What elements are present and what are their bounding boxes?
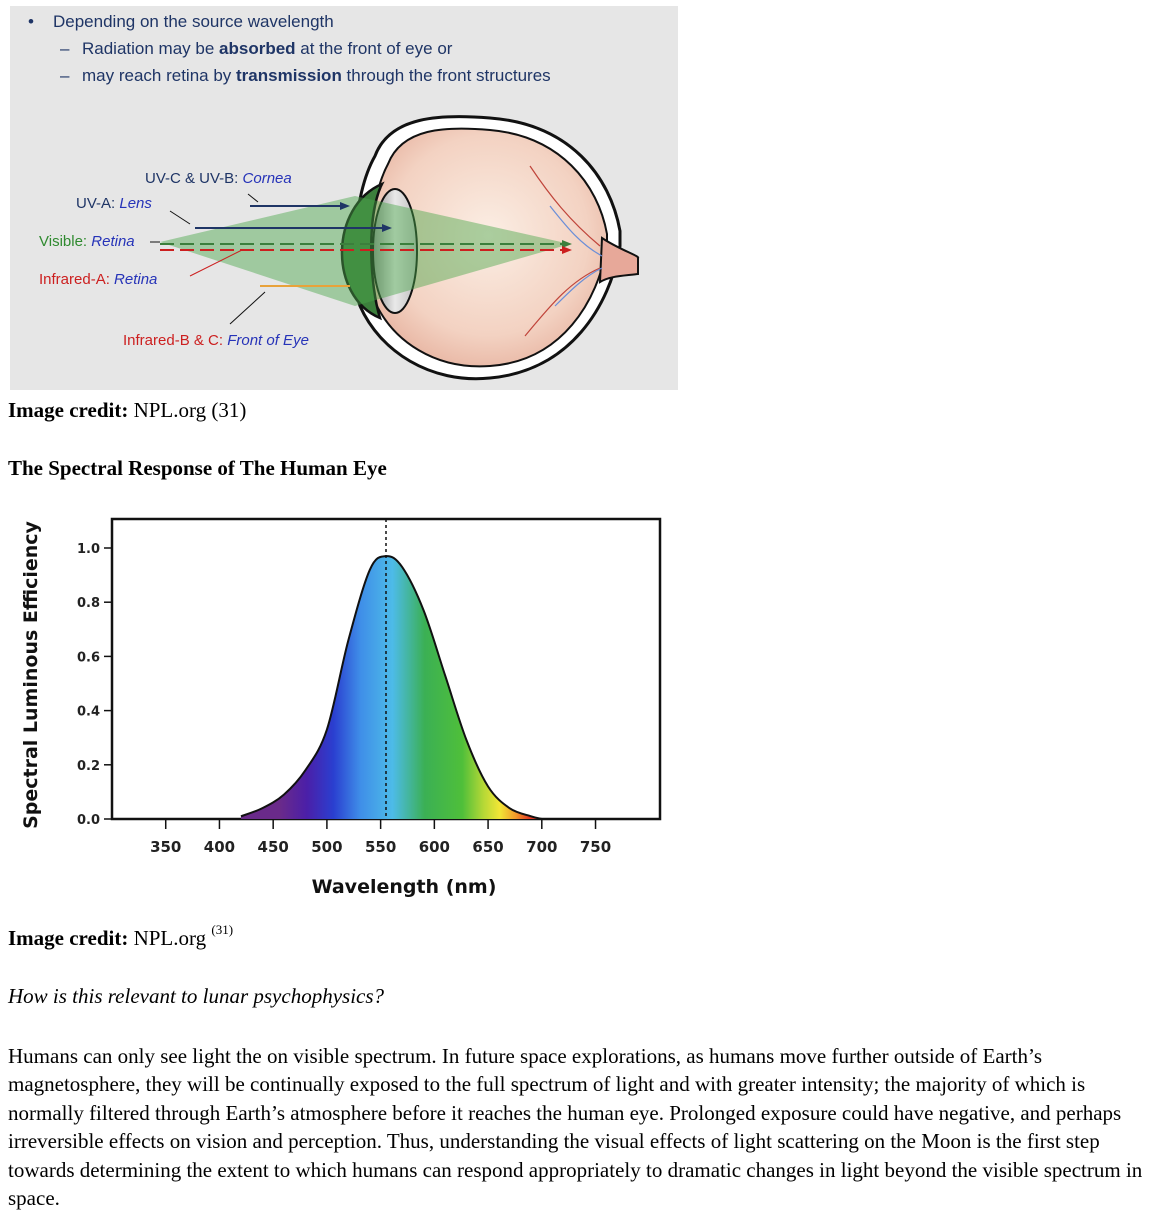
question-text: How is this relevant to lunar psychophys…	[8, 984, 385, 1008]
y-tick-label: 0.0	[77, 813, 100, 828]
bullet-main-text: Depending on the source wavelength	[53, 12, 334, 31]
optic-nerve	[598, 236, 640, 284]
y-tick-label: 0.4	[77, 705, 100, 720]
x-tick-label: 450	[258, 838, 289, 856]
y-tick-label: 0.6	[77, 650, 100, 665]
image-credit-1: Image credit: NPL.org (31)	[8, 398, 247, 422]
luminous-efficiency-area	[240, 556, 542, 819]
image-credit-2: Image credit: NPL.org (31)	[8, 922, 234, 950]
x-axis-label: Wavelength (nm)	[312, 876, 497, 898]
x-tick-label: 350	[150, 838, 181, 856]
eye-diagram	[150, 115, 640, 381]
label-infrared-bc: Infrared-B & C: Front of Eye	[123, 332, 309, 349]
dash-marker-1: –	[60, 39, 70, 58]
x-tick-label: 750	[580, 838, 611, 856]
label-uva: UV-A: Lens	[76, 195, 152, 212]
eye-radiation-figure: • Depending on the source wavelength – R…	[10, 6, 678, 390]
label-visible: Visible: Retina	[39, 233, 135, 250]
x-tick-label: 550	[365, 838, 396, 856]
body-paragraph: Humans can only see light the on visible…	[8, 1044, 1143, 1211]
bullet-marker: •	[28, 12, 34, 31]
spectral-response-chart: 0.0 0.2 0.4 0.6 0.8 1.0 350 400 450 500 550 600 650…	[20, 517, 662, 898]
y-axis: 0.0 0.2 0.4 0.6 0.8 1.0	[77, 542, 112, 828]
dash-marker-2: –	[60, 66, 70, 85]
y-tick-label: 0.2	[77, 759, 100, 774]
section-title: The Spectral Response of The Human Eye	[8, 456, 387, 480]
x-axis: 350 400 450 500 550 600 650 700 750	[150, 819, 611, 856]
x-tick-label: 650	[472, 838, 503, 856]
y-tick-label: 1.0	[77, 542, 100, 557]
sub-bullet-transmission: may reach retina by transmission through…	[82, 66, 551, 85]
x-tick-label: 700	[526, 838, 557, 856]
luminous-efficiency-curve	[240, 555, 543, 820]
x-tick-label: 600	[419, 838, 450, 856]
y-axis-label: Spectral Luminous Efficiency	[20, 520, 42, 828]
x-tick-label: 500	[311, 838, 342, 856]
label-infrared-a: Infrared-A: Retina	[39, 271, 158, 288]
y-tick-label: 0.8	[77, 596, 100, 611]
x-tick-label: 400	[204, 838, 235, 856]
sub-bullet-absorbed: Radiation may be absorbed at the front o…	[82, 39, 453, 58]
label-uvc-uvb: UV-C & UV-B: Cornea	[145, 170, 292, 187]
